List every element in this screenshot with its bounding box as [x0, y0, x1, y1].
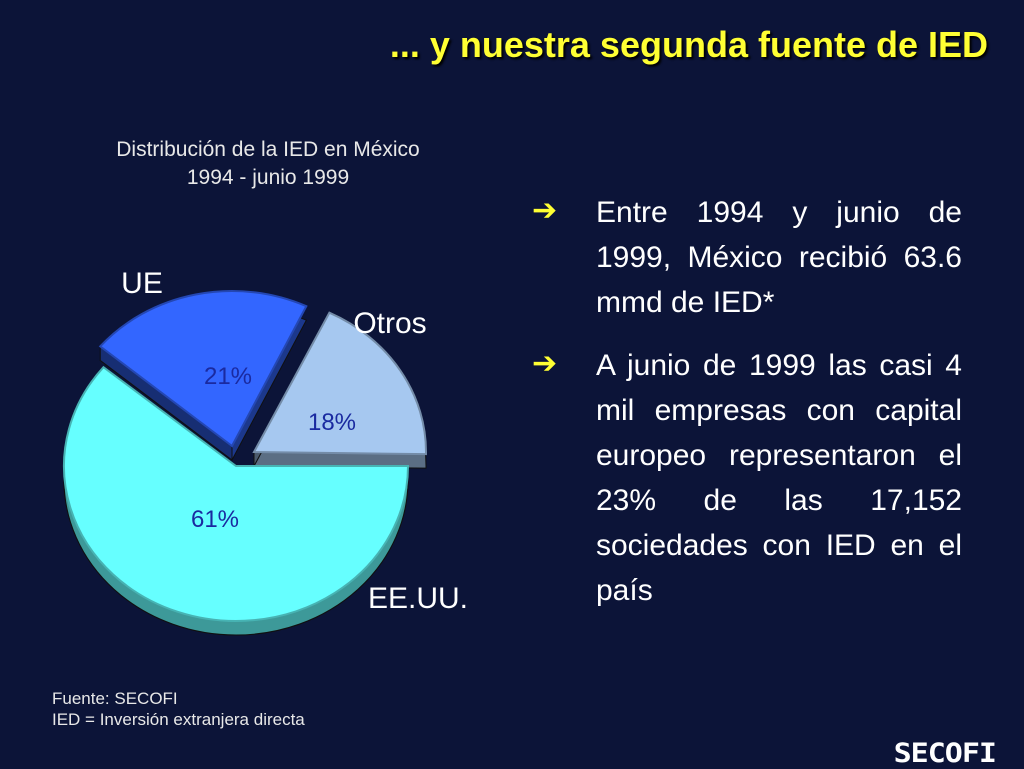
chart-title-main: Distribución de la IED en México — [116, 138, 420, 161]
bullet-text: A junio de 1999 las casi 4 mil empresas … — [596, 349, 962, 607]
bullet-list: ➔ Entre 1994 y junio de 1999, México rec… — [532, 190, 962, 631]
slice-percent-label: 21% — [204, 363, 252, 390]
arrow-right-icon: ➔ — [532, 347, 558, 380]
slice-name-label: Otros — [353, 307, 426, 340]
secofi-logo: SECOFI — [893, 737, 997, 769]
pie-slice — [98, 290, 308, 448]
pie-slice — [252, 311, 427, 456]
acronym-note: IED = Inversión extranjera directa — [52, 710, 305, 729]
pie-slice — [63, 365, 410, 622]
chart-title-period: 1994 - junio 1999 — [186, 166, 350, 189]
slide-title: ... y nuestra segunda fuente de IED — [389, 24, 988, 65]
slice-percent-label: 61% — [191, 506, 239, 533]
pie-chart: 61% EE.UU. 21% UE 18% Otros — [63, 267, 468, 636]
arrow-right-icon: ➔ — [532, 194, 558, 227]
bullet-item: ➔ Entre 1994 y junio de 1999, México rec… — [532, 190, 962, 325]
bullet-item: ➔ A junio de 1999 las casi 4 mil empresa… — [532, 343, 962, 613]
slice-name-label: EE.UU. — [368, 582, 468, 615]
footer: Fuente: SECOFI IED = Inversión extranjer… — [52, 688, 305, 730]
chart-title: Distribución de la IED en México 1994 - … — [68, 136, 468, 192]
source-note: Fuente: SECOFI — [52, 689, 178, 708]
slice-percent-label: 18% — [308, 409, 356, 436]
bullet-text: Entre 1994 y junio de 1999, México recib… — [596, 196, 962, 319]
slice-name-label: UE — [121, 267, 163, 300]
